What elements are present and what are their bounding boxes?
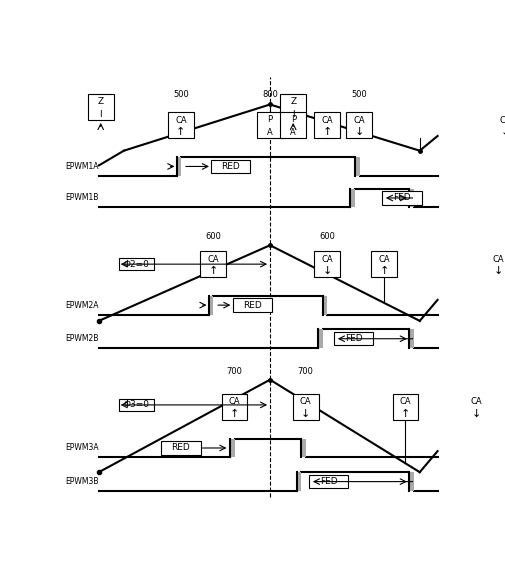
Text: ↓: ↓ bbox=[471, 409, 481, 419]
Text: ↑: ↑ bbox=[379, 266, 388, 276]
Text: CA: CA bbox=[352, 116, 364, 125]
Bar bbox=[333, 332, 373, 346]
Text: CA: CA bbox=[228, 398, 240, 406]
Bar bbox=[408, 472, 413, 491]
Bar bbox=[118, 399, 154, 411]
Text: ↓: ↓ bbox=[492, 266, 502, 276]
Text: Φ2=0: Φ2=0 bbox=[123, 260, 149, 269]
Text: Z: Z bbox=[289, 97, 295, 106]
Text: ↑: ↑ bbox=[229, 409, 238, 419]
Text: A: A bbox=[290, 128, 295, 137]
Text: 500: 500 bbox=[173, 91, 188, 100]
Bar bbox=[309, 475, 348, 488]
Text: RED: RED bbox=[171, 444, 190, 453]
Text: ↓: ↓ bbox=[354, 127, 363, 138]
Text: ↑: ↑ bbox=[322, 127, 331, 138]
Bar bbox=[280, 112, 306, 138]
Bar bbox=[200, 251, 225, 277]
Text: EPWM2B: EPWM2B bbox=[65, 334, 98, 343]
Bar bbox=[392, 394, 418, 419]
Text: CA: CA bbox=[321, 116, 332, 125]
Bar bbox=[408, 189, 413, 207]
Text: CA: CA bbox=[378, 254, 389, 264]
Bar bbox=[292, 394, 318, 419]
Text: RED: RED bbox=[221, 162, 240, 171]
Bar bbox=[314, 112, 339, 138]
Bar bbox=[318, 329, 322, 348]
Bar bbox=[314, 251, 339, 277]
Text: CA: CA bbox=[299, 398, 311, 406]
Bar bbox=[349, 189, 354, 207]
Text: CA: CA bbox=[175, 116, 186, 125]
Text: 700: 700 bbox=[297, 367, 313, 375]
Text: 700: 700 bbox=[226, 367, 242, 375]
Text: I: I bbox=[99, 110, 102, 119]
Text: ↑: ↑ bbox=[400, 409, 410, 419]
Text: EPWM2A: EPWM2A bbox=[65, 301, 98, 309]
Text: CA: CA bbox=[470, 398, 482, 406]
Text: CA: CA bbox=[399, 398, 411, 406]
Text: A: A bbox=[267, 128, 272, 137]
Text: RED: RED bbox=[242, 301, 261, 309]
Text: FED: FED bbox=[319, 477, 337, 486]
Text: Z: Z bbox=[97, 97, 104, 106]
Text: EPWM3A: EPWM3A bbox=[65, 444, 98, 453]
Text: CA: CA bbox=[498, 116, 505, 125]
Text: ↓: ↓ bbox=[499, 127, 505, 138]
Text: I: I bbox=[291, 110, 294, 119]
Bar bbox=[257, 112, 282, 138]
Bar bbox=[88, 94, 113, 120]
Text: FED: FED bbox=[392, 194, 410, 202]
Bar bbox=[280, 94, 306, 120]
Bar bbox=[463, 394, 489, 419]
Text: EPWM1A: EPWM1A bbox=[65, 162, 98, 171]
Text: 600: 600 bbox=[319, 232, 334, 241]
Text: ↑: ↑ bbox=[176, 127, 185, 138]
Bar bbox=[232, 299, 271, 312]
Bar bbox=[371, 251, 396, 277]
Bar bbox=[221, 394, 247, 419]
Text: FED: FED bbox=[344, 334, 362, 343]
Text: ↓: ↓ bbox=[300, 409, 310, 419]
Bar bbox=[208, 296, 213, 315]
Bar bbox=[168, 112, 193, 138]
Text: 600: 600 bbox=[205, 232, 221, 241]
Bar bbox=[161, 441, 200, 455]
Bar bbox=[354, 157, 359, 176]
Text: P: P bbox=[290, 115, 295, 124]
Bar bbox=[118, 258, 154, 270]
Bar bbox=[322, 296, 327, 315]
Text: CA: CA bbox=[207, 254, 218, 264]
Text: 800: 800 bbox=[262, 91, 277, 100]
Bar bbox=[382, 191, 421, 205]
Bar bbox=[484, 251, 505, 277]
Text: CA: CA bbox=[321, 254, 332, 264]
Bar bbox=[408, 329, 413, 348]
Text: EPWM1B: EPWM1B bbox=[65, 194, 98, 202]
Bar bbox=[176, 157, 181, 176]
Text: CA: CA bbox=[491, 254, 503, 264]
Text: ↓: ↓ bbox=[322, 266, 331, 276]
Bar bbox=[301, 438, 306, 457]
Bar bbox=[345, 112, 371, 138]
Text: EPWM3B: EPWM3B bbox=[65, 477, 98, 486]
Bar bbox=[230, 438, 234, 457]
Text: 500: 500 bbox=[350, 91, 366, 100]
Bar bbox=[296, 472, 301, 491]
Text: P: P bbox=[267, 115, 272, 124]
Text: ↑: ↑ bbox=[208, 266, 217, 276]
Text: Φ3=0: Φ3=0 bbox=[123, 401, 149, 410]
Bar bbox=[211, 160, 250, 173]
Bar bbox=[491, 112, 505, 138]
